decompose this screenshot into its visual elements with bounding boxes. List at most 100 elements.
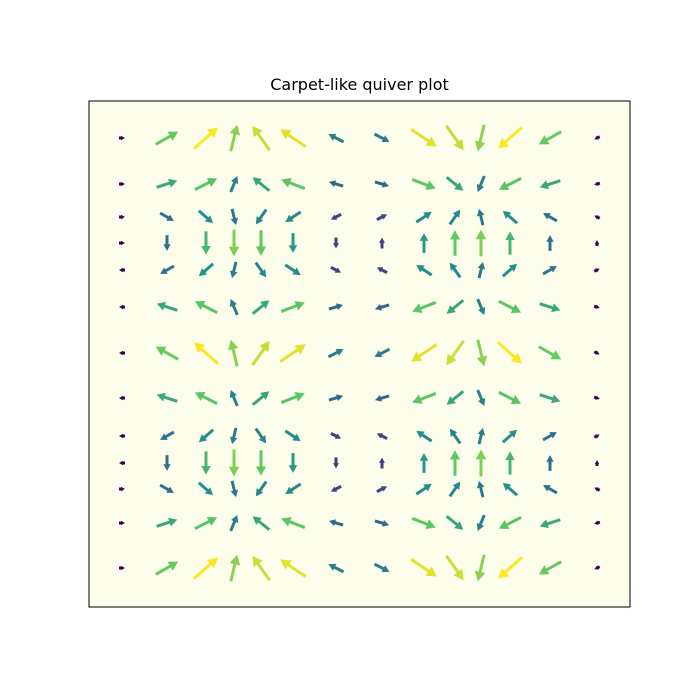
- quiver-arrow: [416, 264, 433, 277]
- quiver-arrow: [280, 559, 307, 578]
- quiver-arrow: [328, 394, 344, 402]
- quiver-arrow: [197, 209, 214, 224]
- quiver-arrow: [445, 554, 464, 581]
- quiver-arrow: [159, 483, 174, 493]
- quiver-arrow: [498, 516, 522, 529]
- quiver-arrow: [539, 393, 561, 404]
- quiver-arrow: [474, 554, 486, 582]
- quiver-arrow: [505, 231, 515, 255]
- quiver-arrow: [449, 230, 461, 256]
- quiver-arrow: [449, 428, 462, 445]
- quiver-arrow: [229, 124, 241, 152]
- quiver-arrow: [279, 344, 306, 363]
- quiver-arrow: [419, 233, 429, 253]
- quiver-arrow: [119, 565, 125, 571]
- quiver-arrow: [281, 517, 306, 529]
- quiver-arrow: [119, 486, 125, 492]
- quiver-arrow: [192, 127, 219, 150]
- quiver-arrow: [376, 214, 388, 221]
- quiver-arrow: [229, 261, 238, 279]
- quiver-arrow: [197, 481, 214, 496]
- quiver-arrow: [374, 347, 391, 358]
- quiver-arrow: [412, 392, 437, 404]
- quiver-arrow: [284, 429, 301, 442]
- quiver-arrow: [411, 178, 436, 190]
- quiver-arrow: [502, 210, 519, 225]
- quiver-arrow: [594, 520, 601, 525]
- quiver-arrow: [119, 350, 125, 356]
- quiver-arrow: [201, 451, 211, 475]
- quiver-arrow: [594, 487, 601, 492]
- quiver-arrow: [330, 432, 342, 439]
- quiver-arrow: [229, 299, 239, 316]
- quiver-arrow: [330, 266, 342, 273]
- quiver-arrow: [476, 389, 486, 406]
- quiver-arrow: [477, 427, 486, 445]
- quiver-arrow: [255, 480, 268, 497]
- quiver-arrow: [252, 125, 271, 152]
- quiver-arrow: [379, 457, 385, 469]
- chart-title: Carpet-like quiver plot: [270, 75, 449, 94]
- quiver-arrow: [328, 133, 345, 144]
- quiver-arrow: [155, 561, 179, 576]
- quiver-arrow: [327, 348, 344, 359]
- quiver-arrow: [194, 178, 218, 191]
- quiver-arrow: [379, 237, 385, 249]
- quiver-arrow: [255, 208, 268, 225]
- quiver-arrow: [228, 229, 240, 257]
- quiver-arrow: [119, 267, 125, 273]
- quiver-arrow: [543, 485, 558, 495]
- quiver-arrow: [255, 450, 267, 476]
- quiver-arrow: [193, 342, 220, 365]
- quiver-arrow: [594, 460, 600, 466]
- quiver-arrow: [230, 480, 239, 498]
- quiver-arrow: [288, 453, 298, 473]
- quiver-arrow: [160, 264, 175, 274]
- quiver-arrow: [446, 299, 465, 314]
- quiver-arrow: [374, 303, 390, 311]
- quiver-arrow: [593, 304, 600, 309]
- quiver-arrow: [284, 263, 301, 276]
- quiver-arrow: [498, 300, 522, 313]
- quiver-arrow: [594, 181, 601, 186]
- plot-frame: [88, 100, 631, 608]
- quiver-arrow: [163, 455, 171, 471]
- quiver-arrow: [476, 298, 486, 315]
- quiver-arrow: [280, 129, 307, 148]
- quiver-arrow: [330, 213, 342, 220]
- quiver-arrow: [593, 350, 600, 355]
- quiver-arrow: [448, 481, 461, 498]
- quiver-arrow: [198, 262, 215, 277]
- quiver-arrow: [476, 514, 486, 531]
- quiver-arrow: [445, 124, 464, 151]
- quiver-arrow: [476, 175, 486, 192]
- quiver-arrow: [288, 233, 298, 253]
- quiver-arrow: [229, 427, 238, 445]
- quiver-arrow: [476, 480, 485, 498]
- quiver-arrow: [542, 432, 557, 442]
- quiver-arrow: [155, 131, 179, 146]
- quiver-arrow: [410, 128, 437, 147]
- quiver-arrow: [539, 518, 561, 529]
- quiver-arrow: [198, 428, 215, 443]
- quiver-arrow: [476, 339, 488, 367]
- quiver-arrow: [376, 486, 388, 493]
- quiver-arrow: [119, 214, 125, 220]
- quiver-arrow: [119, 181, 125, 187]
- quiver-arrow: [594, 135, 601, 140]
- quiver-arrow: [280, 392, 305, 404]
- quiver-arrow: [194, 301, 218, 314]
- quiver-arrow: [230, 208, 239, 226]
- quiver-arrow: [415, 483, 432, 496]
- quiver-arrow: [419, 453, 429, 473]
- quiver-arrow: [497, 556, 524, 579]
- quiver-arrow: [285, 482, 302, 495]
- quiver-arrow: [280, 301, 305, 313]
- quiver-arrow: [446, 390, 465, 405]
- quiver-arrow: [156, 178, 178, 189]
- quiver-arrow: [251, 391, 270, 406]
- quiver-arrow: [501, 429, 518, 444]
- quiver-arrow: [373, 132, 390, 143]
- quiver-arrow: [593, 434, 600, 439]
- quiver-arrow: [333, 457, 339, 469]
